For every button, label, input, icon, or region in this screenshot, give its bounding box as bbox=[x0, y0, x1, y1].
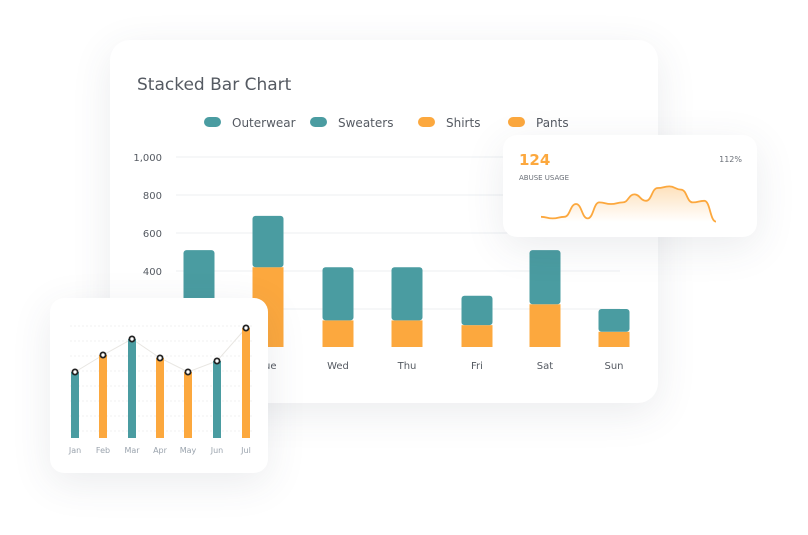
y-tick-label: 1,000 bbox=[133, 153, 162, 164]
x-tick-label: Thu bbox=[397, 361, 417, 372]
bar-segment[interactable] bbox=[529, 304, 561, 347]
data-point[interactable] bbox=[99, 351, 107, 359]
bar-segment[interactable] bbox=[598, 309, 630, 332]
y-tick-label: 600 bbox=[143, 229, 162, 240]
data-point[interactable] bbox=[213, 357, 221, 365]
abuse-usage-label: ABUSE USAGE bbox=[519, 174, 569, 182]
bar-segment[interactable] bbox=[322, 320, 354, 347]
data-point[interactable] bbox=[184, 368, 192, 376]
bar[interactable] bbox=[242, 328, 250, 438]
bar-segment[interactable] bbox=[252, 215, 284, 268]
x-tick-label: Fri bbox=[471, 361, 483, 372]
legend-label[interactable]: Shirts bbox=[446, 116, 480, 130]
abuse-usage-value: 124 bbox=[519, 151, 550, 169]
x-tick-label: Apr bbox=[153, 446, 168, 455]
legend-swatch bbox=[508, 117, 525, 127]
bar[interactable] bbox=[184, 372, 192, 438]
legend-swatch bbox=[418, 117, 435, 127]
bar-segment[interactable] bbox=[391, 267, 423, 321]
bar[interactable] bbox=[156, 358, 164, 438]
bar-segment[interactable] bbox=[391, 320, 423, 347]
legend-swatch bbox=[310, 117, 327, 127]
bar-segment[interactable] bbox=[322, 267, 354, 321]
bar[interactable] bbox=[99, 355, 107, 438]
bar[interactable] bbox=[71, 372, 79, 438]
bar-segment[interactable] bbox=[461, 295, 493, 326]
bar-segment[interactable] bbox=[183, 250, 215, 309]
bar[interactable] bbox=[128, 339, 136, 438]
data-point[interactable] bbox=[156, 354, 164, 362]
legend-swatch bbox=[204, 117, 221, 127]
sparkline-line bbox=[540, 185, 717, 223]
legend: Outerwear Sweaters Shirts Pants bbox=[204, 116, 569, 130]
sparkline-area bbox=[541, 186, 716, 222]
x-tick-label: May bbox=[180, 446, 197, 455]
chart-title: Stacked Bar Chart bbox=[137, 75, 292, 95]
abuse-usage-percent: 112% bbox=[719, 155, 742, 164]
legend-label[interactable]: Outerwear bbox=[232, 116, 296, 130]
bar[interactable] bbox=[213, 361, 221, 438]
data-point[interactable] bbox=[242, 324, 250, 332]
y-tick-label: 400 bbox=[143, 267, 162, 278]
data-point[interactable] bbox=[71, 368, 79, 376]
x-tick-label: Sat bbox=[537, 361, 553, 372]
x-tick-label: Sun bbox=[604, 361, 623, 372]
data-point[interactable] bbox=[128, 335, 136, 343]
x-tick-label: Wed bbox=[327, 361, 349, 372]
bar-segment[interactable] bbox=[529, 250, 561, 305]
bar-segment[interactable] bbox=[598, 331, 630, 347]
x-tick-label: Mar bbox=[124, 446, 140, 455]
y-tick-label: 800 bbox=[143, 191, 162, 202]
x-tick-label: Jan bbox=[68, 446, 81, 455]
bar-segment[interactable] bbox=[461, 325, 493, 347]
legend-label[interactable]: Pants bbox=[536, 116, 569, 130]
legend-label[interactable]: Sweaters bbox=[338, 116, 393, 130]
x-tick-label: Jun bbox=[210, 446, 224, 455]
x-tick-label: Feb bbox=[96, 446, 110, 455]
x-tick-label: Jul bbox=[240, 446, 251, 455]
